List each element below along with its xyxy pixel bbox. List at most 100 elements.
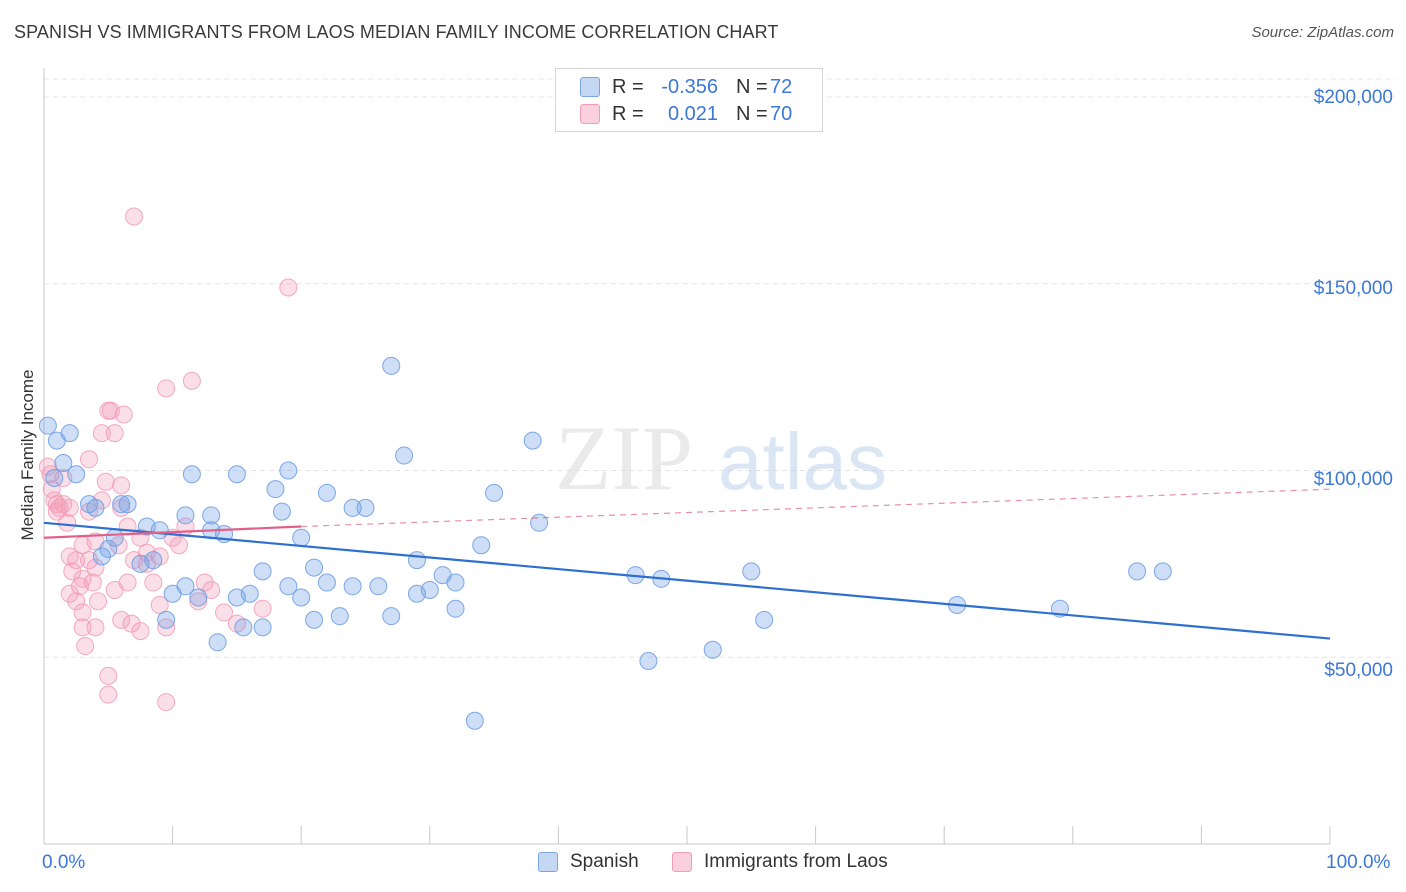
spanish-point (182, 465, 201, 484)
source-label: Source: ZipAtlas.com (1251, 24, 1394, 41)
watermark: ZIP atlas (555, 407, 887, 509)
watermark-atlas: atlas (718, 417, 887, 506)
spanish-point (755, 610, 774, 629)
laos-point (76, 637, 95, 656)
laos-point (60, 498, 79, 517)
laos-point (182, 371, 201, 390)
spanish-point (150, 521, 169, 540)
chart-title: SPANISH VS IMMIGRANTS FROM LAOS MEDIAN F… (14, 22, 779, 42)
spanish-point (446, 599, 465, 618)
spanish-point (227, 465, 246, 484)
spanish-point (157, 610, 176, 629)
spanish-point (272, 502, 291, 521)
laos-point (195, 573, 214, 592)
spanish-point (279, 577, 298, 596)
r-label: R = (612, 102, 644, 125)
laos-point (112, 610, 131, 629)
spanish-point (317, 573, 336, 592)
laos-point (58, 513, 77, 532)
r-value: -0.356 (661, 75, 718, 98)
spanish-point (253, 618, 272, 637)
spanish-point (92, 547, 111, 566)
swatch-laos (672, 852, 692, 872)
laos-point (63, 562, 82, 581)
laos-point (83, 573, 102, 592)
spanish-point (279, 461, 298, 480)
laos-point (73, 618, 92, 637)
spanish-point (60, 424, 79, 443)
laos-point (92, 424, 111, 443)
laos-trend-line (43, 525, 302, 539)
laos-point (157, 379, 176, 398)
laos-point (157, 693, 176, 712)
swatch-spanish (580, 77, 600, 97)
laos-point (99, 666, 118, 685)
spanish-point (176, 577, 195, 596)
laos-point (150, 595, 169, 614)
laos-point (118, 573, 137, 592)
axes (43, 68, 1331, 845)
spanish-point (112, 495, 131, 514)
spanish-point (240, 584, 259, 603)
laos-point (73, 569, 92, 588)
y-axis-title: Median Family Income (18, 369, 37, 541)
laos-point (105, 424, 124, 443)
spanish-point (253, 562, 272, 581)
laos-point (67, 551, 86, 570)
spanish-point (395, 446, 414, 465)
laos-point (112, 476, 131, 495)
legend-row-spanish: R = -0.356 N = 72 (580, 74, 792, 100)
laos-point (67, 592, 86, 611)
legend-item-laos: Immigrants from Laos (672, 851, 888, 873)
spanish-point (67, 465, 86, 484)
spanish-point (45, 468, 64, 487)
spanish-point (465, 711, 484, 730)
y-tick-label: $50,000 (1324, 660, 1393, 681)
laos-point (89, 592, 108, 611)
legend-label-laos: Immigrants from Laos (704, 851, 888, 872)
r-label: R = (612, 75, 644, 98)
spanish-point (105, 528, 124, 547)
legend-label-spanish: Spanish (570, 851, 639, 872)
spanish-point (176, 506, 195, 525)
spanish-point (1153, 562, 1172, 581)
spanish-point (292, 588, 311, 607)
spanish-point (343, 577, 362, 596)
series-legend: Spanish Immigrants from Laos (0, 851, 1406, 879)
spanish-trend-line (43, 521, 1331, 640)
spanish-point (266, 480, 285, 499)
y-tick-label: $200,000 (1313, 87, 1393, 108)
spanish-point (485, 483, 504, 502)
laos-point (279, 278, 298, 297)
spanish-point (523, 431, 542, 450)
spanish-point (99, 539, 118, 558)
spanish-point (742, 562, 761, 581)
legend-row-laos: R = 0.021 N = 70 (580, 101, 792, 127)
spanish-point (369, 577, 388, 596)
spanish-point (330, 607, 349, 626)
legend-item-spanish: Spanish (538, 851, 639, 873)
x-max-label: 100.0% (1326, 852, 1391, 873)
spanish-point (189, 588, 208, 607)
laos-point (60, 584, 79, 603)
spanish-point (292, 528, 311, 547)
r-value: 0.021 (667, 102, 718, 125)
laos-point (122, 614, 141, 633)
series-laos-points (38, 207, 298, 712)
spanish-point (54, 454, 73, 473)
laos-point (86, 558, 105, 577)
n-label: N = (736, 102, 768, 125)
laos-point (131, 622, 150, 641)
spanish-point (234, 618, 253, 637)
n-value: 72 (770, 75, 793, 98)
spanish-point (420, 581, 439, 600)
spanish-point (639, 651, 658, 670)
laos-point (73, 603, 92, 622)
n-label: N = (736, 75, 768, 98)
laos-point (144, 573, 163, 592)
laos-point (114, 405, 133, 424)
trend-lines (43, 488, 1331, 640)
laos-point (215, 603, 234, 622)
spanish-point (202, 506, 221, 525)
spanish-point (343, 498, 362, 517)
